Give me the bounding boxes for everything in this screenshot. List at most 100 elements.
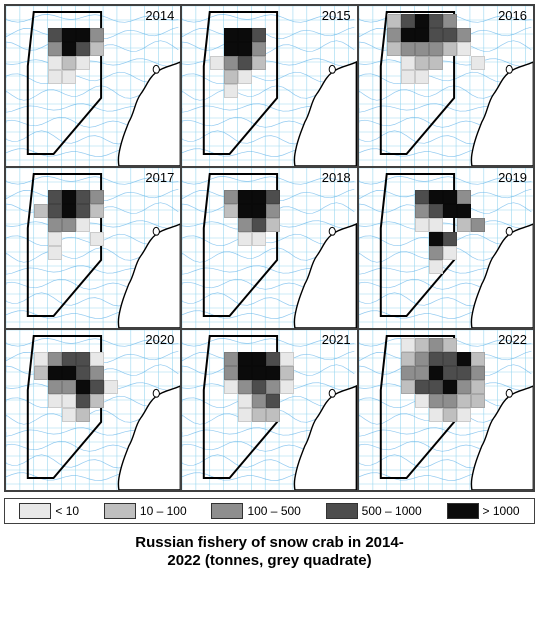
grid-cell [62,352,76,366]
grid-cell [429,42,443,56]
legend-swatch [19,503,51,519]
grid-cell [62,366,76,380]
grid-cell [415,338,429,352]
grid-cell [62,408,76,422]
year-label: 2015 [322,8,351,23]
year-label: 2014 [145,8,174,23]
caption-line-2: 2022 (tonnes, grey quadrate) [167,552,371,569]
grid-cell [48,232,62,246]
panel-grid: 2014 2015 2016 2017 2018 2019 2020 2021 … [4,4,535,492]
data-cells [6,6,180,166]
grid-cell [415,218,429,232]
grid-cell [48,246,62,260]
grid-cell [429,56,443,70]
grid-cell [238,70,252,84]
grid-cell [443,28,457,42]
grid-cell [90,204,104,218]
grid-cell [76,42,90,56]
grid-cell [48,56,62,70]
grid-cell [429,408,443,422]
grid-cell [280,380,294,394]
grid-cell [471,394,485,408]
grid-cell [76,380,90,394]
grid-cell [443,204,457,218]
grid-cell [252,42,266,56]
grid-cell [415,42,429,56]
grid-cell [252,366,266,380]
grid-cell [48,42,62,56]
year-label: 2021 [322,332,351,347]
grid-cell [90,394,104,408]
grid-cell [34,366,48,380]
grid-cell [62,190,76,204]
grid-cell [266,204,280,218]
grid-cell [429,232,443,246]
grid-cell [252,408,266,422]
grid-cell [252,56,266,70]
grid-cell [90,42,104,56]
grid-cell [401,352,415,366]
grid-cell [252,394,266,408]
grid-cell [429,14,443,28]
grid-cell [429,260,443,274]
grid-cell [76,218,90,232]
grid-cell [443,366,457,380]
grid-cell [443,14,457,28]
grid-cell [252,232,266,246]
grid-cell [429,394,443,408]
grid-cell [266,366,280,380]
grid-cell [104,380,118,394]
grid-cell [76,352,90,366]
grid-cell [415,352,429,366]
grid-cell [443,232,457,246]
grid-cell [415,28,429,42]
grid-cell [415,190,429,204]
grid-cell [387,42,401,56]
grid-cell [90,366,104,380]
legend-swatch [211,503,243,519]
map-panel-2022: 2022 [358,329,534,491]
grid-cell [401,338,415,352]
grid-cell [90,232,104,246]
grid-cell [387,14,401,28]
grid-cell [224,28,238,42]
legend-item: > 1000 [447,503,520,519]
map-panel-2018: 2018 [181,167,357,329]
data-cells [182,6,356,166]
grid-cell [238,28,252,42]
figure-caption: Russian fishery of snow crab in 2014- 20… [0,530,539,584]
grid-cell [415,366,429,380]
grid-cell [224,56,238,70]
grid-cell [280,352,294,366]
grid-cell [62,56,76,70]
year-label: 2016 [498,8,527,23]
grid-cell [280,366,294,380]
map-panel-2015: 2015 [181,5,357,167]
grid-cell [252,218,266,232]
grid-cell [238,218,252,232]
data-cells [182,330,356,490]
map-panel-2021: 2021 [181,329,357,491]
grid-cell [252,352,266,366]
grid-cell [457,204,471,218]
grid-cell [443,352,457,366]
grid-cell [48,352,62,366]
grid-cell [415,204,429,218]
grid-cell [457,394,471,408]
grid-cell [62,28,76,42]
grid-cell [429,218,443,232]
legend-item: < 10 [19,503,79,519]
map-panel-2020: 2020 [5,329,181,491]
grid-cell [457,352,471,366]
grid-cell [429,28,443,42]
grid-cell [224,190,238,204]
grid-cell [401,70,415,84]
grid-cell [471,380,485,394]
grid-cell [401,380,415,394]
grid-cell [429,204,443,218]
grid-cell [48,70,62,84]
grid-cell [238,366,252,380]
grid-cell [457,380,471,394]
grid-cell [443,246,457,260]
year-label: 2019 [498,170,527,185]
